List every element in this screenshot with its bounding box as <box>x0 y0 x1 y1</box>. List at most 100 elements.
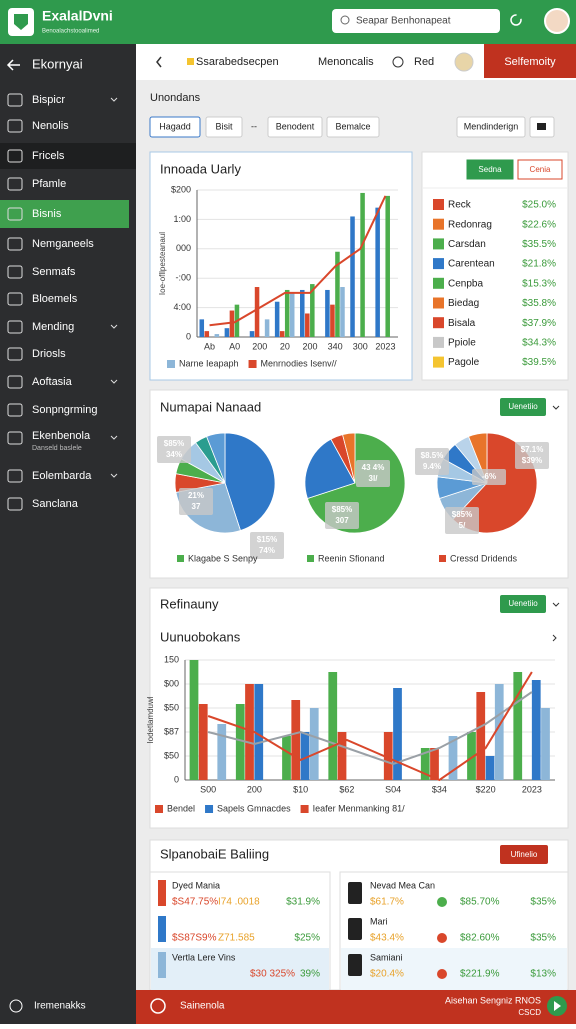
x-tick-label: 300 <box>353 341 368 351</box>
row-value: I74 .0018 <box>218 897 260 908</box>
nav-item[interactable]: Sanclana <box>32 498 79 510</box>
back-arrow[interactable] <box>6 59 20 71</box>
bar <box>264 319 270 337</box>
nav-chevron <box>110 97 118 102</box>
filter-label[interactable]: Bemalce <box>335 121 370 131</box>
nav-item[interactable]: Driosls <box>32 348 66 360</box>
nav-item[interactable]: Eolembarda <box>32 470 92 482</box>
row-value: $S47.75% <box>172 897 218 908</box>
card-title: Refinauny <box>160 596 219 611</box>
filter-label[interactable]: -- <box>251 121 257 131</box>
filter-button[interactable] <box>205 116 243 138</box>
avatar[interactable] <box>544 8 570 34</box>
legend-label: Klagabe S Senpy <box>188 553 258 563</box>
button-label[interactable]: Cenia <box>530 165 551 174</box>
row-name: Biedag <box>448 298 479 309</box>
menu[interactable]: Menoncalis <box>318 56 374 68</box>
bar <box>300 732 310 780</box>
x-tick-label: 2023 <box>522 784 542 794</box>
nav-item[interactable]: Fricels <box>32 150 65 162</box>
action-button[interactable] <box>484 44 576 78</box>
nav-item[interactable]: Mending <box>32 321 74 333</box>
y-tick-label: 000 <box>176 243 191 253</box>
filter-button[interactable] <box>149 116 201 138</box>
nav-icon <box>7 292 23 306</box>
row-value: $15.3% <box>522 278 556 289</box>
crumb-icon <box>187 58 194 65</box>
nav-icon <box>7 497 23 511</box>
card-button[interactable] <box>500 398 546 416</box>
nav-icon <box>7 431 23 445</box>
row-icon <box>437 933 447 943</box>
card-button[interactable] <box>500 845 548 864</box>
nav-item[interactable]: Nenolis <box>32 120 69 132</box>
nav-item[interactable]: Senmafs <box>32 266 76 278</box>
button-label[interactable]: Sedna <box>478 165 502 174</box>
back-chevron[interactable] <box>156 56 162 68</box>
bar <box>393 688 402 780</box>
nav-active <box>0 200 129 228</box>
card-button[interactable] <box>500 595 546 613</box>
nav-item[interactable]: Bloemels <box>32 293 78 305</box>
card-button[interactable] <box>517 159 563 180</box>
filter-label[interactable]: Hagadd <box>159 121 191 131</box>
bar <box>204 331 210 337</box>
nav-item[interactable]: Bispicr <box>32 94 65 106</box>
row-swatch <box>433 277 444 289</box>
row-swatch <box>433 317 444 329</box>
pie-slice <box>342 432 356 484</box>
bar <box>340 287 345 337</box>
nav-item[interactable]: Bisnis <box>32 208 62 220</box>
nav-item[interactable]: Nemganeels <box>32 238 94 250</box>
nav-icon <box>7 119 23 133</box>
bar <box>383 732 393 780</box>
nav-highlight <box>0 143 136 169</box>
nav-icon <box>7 207 23 221</box>
bar <box>199 319 205 337</box>
card-button[interactable] <box>466 159 514 180</box>
filter-button[interactable] <box>267 116 323 138</box>
callout-label: -6% <box>482 472 496 481</box>
row-value: $35.5% <box>522 239 556 250</box>
status-icon <box>392 56 404 68</box>
nav-item[interactable]: Pfamle <box>32 178 66 190</box>
search-placeholder: Seapar Benhonapeat <box>356 16 451 27</box>
filter-label: Mendinderign <box>464 121 519 131</box>
x-tick-label: $34 <box>432 784 447 794</box>
row-swatch <box>433 199 444 210</box>
toggle-icon <box>537 123 546 130</box>
chevron[interactable] <box>552 634 557 642</box>
filter-button[interactable] <box>326 116 380 138</box>
legend-label: Reenin Sfionand <box>318 553 385 563</box>
bar <box>254 287 260 337</box>
filter-label[interactable]: Bisit <box>215 121 233 131</box>
row-value: $35% <box>530 897 556 908</box>
row-value: $39.5% <box>522 357 556 368</box>
bar <box>430 748 439 780</box>
y-tick-label: $00 <box>164 678 179 688</box>
button-label: Ufinelio <box>511 850 538 859</box>
y-tick-label: $50 <box>164 702 179 712</box>
row-value: $13% <box>530 969 556 980</box>
nav-item[interactable]: Aoftasia <box>32 376 73 388</box>
nav-icon <box>7 177 23 191</box>
legend-label: Menrnodies Isenv// <box>261 358 338 368</box>
chevron <box>552 602 560 607</box>
row-bar <box>158 916 166 942</box>
y-axis-title: Iodetlamduwl <box>146 696 155 743</box>
row-value: $35% <box>530 933 556 944</box>
pie-slice <box>304 438 356 499</box>
filter-dropdown[interactable] <box>456 116 526 138</box>
tagline: Benoalachstooalimed <box>42 29 99 35</box>
search-box[interactable] <box>332 9 500 33</box>
callout-label: $7.1% <box>521 445 544 454</box>
callout-box <box>250 532 284 559</box>
x-tick-label: 340 <box>328 341 343 351</box>
alert-bar <box>136 990 576 1024</box>
refresh-icon[interactable] <box>510 14 522 26</box>
row-value: $221.9% <box>460 969 500 980</box>
nav-item[interactable]: Sonpngrming <box>32 404 97 416</box>
pie-slice <box>206 432 226 484</box>
nav-item[interactable]: Ekenbenola <box>32 430 91 442</box>
filter-label[interactable]: Benodent <box>276 121 315 131</box>
